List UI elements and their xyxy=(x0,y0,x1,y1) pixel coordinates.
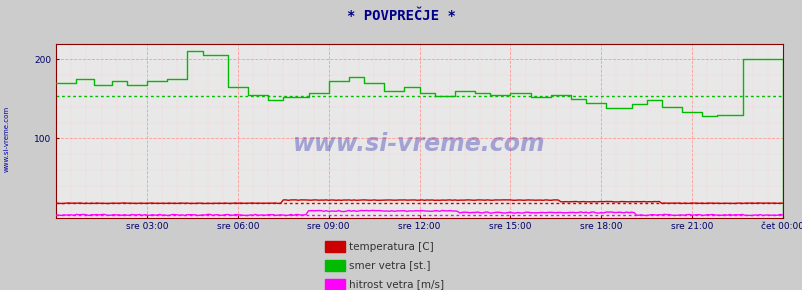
Text: * POVPREČJE *: * POVPREČJE * xyxy=(346,9,456,23)
Text: temperatura [C]: temperatura [C] xyxy=(349,242,434,251)
Text: smer vetra [st.]: smer vetra [st.] xyxy=(349,260,430,270)
Text: www.si-vreme.com: www.si-vreme.com xyxy=(293,133,545,156)
Text: www.si-vreme.com: www.si-vreme.com xyxy=(3,106,10,172)
Text: hitrost vetra [m/s]: hitrost vetra [m/s] xyxy=(349,279,444,289)
